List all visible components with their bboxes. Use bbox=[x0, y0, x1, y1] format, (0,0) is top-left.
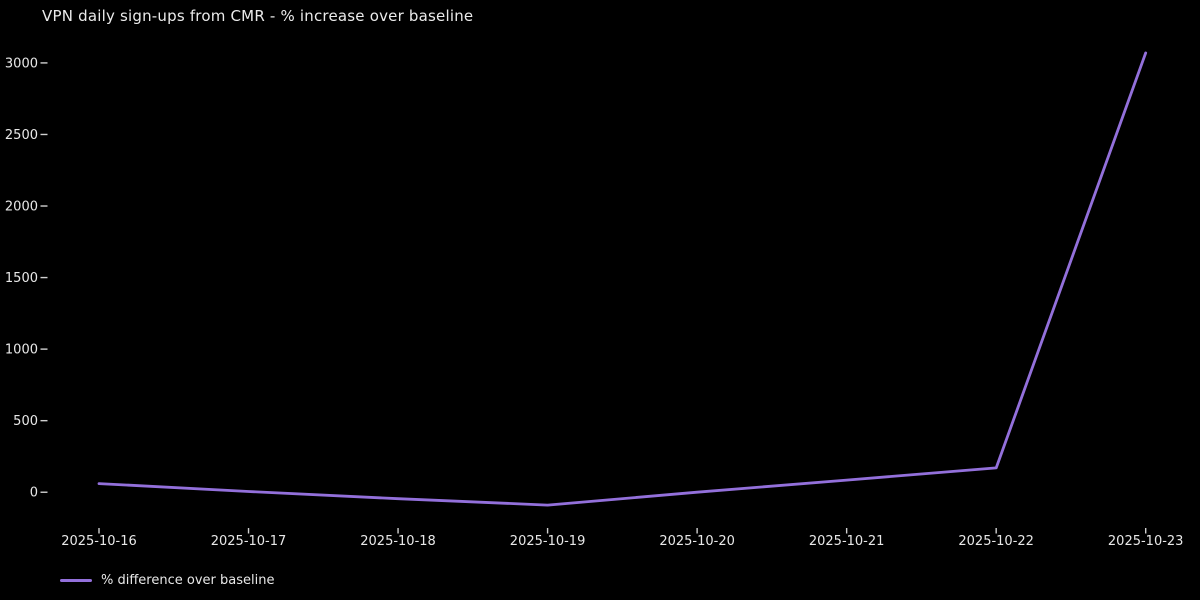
y-tick-label: 2000 bbox=[5, 200, 38, 215]
x-tick-label: 2025-10-21 bbox=[809, 534, 885, 549]
chart-title: VPN daily sign-ups from CMR - % increase… bbox=[42, 7, 474, 25]
y-tick-label: 500 bbox=[13, 414, 38, 429]
x-tick-label: 2025-10-19 bbox=[510, 534, 586, 549]
y-tick-label: 2500 bbox=[5, 128, 38, 143]
y-tick-label: 1500 bbox=[5, 271, 38, 286]
x-tick-label: 2025-10-18 bbox=[360, 534, 436, 549]
y-tick-label: 1000 bbox=[5, 343, 38, 358]
legend: % difference over baseline bbox=[60, 573, 274, 588]
y-tick-label: 3000 bbox=[5, 56, 38, 71]
x-tick-label: 2025-10-22 bbox=[958, 534, 1034, 549]
y-tick-label: 0 bbox=[30, 486, 38, 501]
x-tick-label: 2025-10-20 bbox=[659, 534, 735, 549]
legend-label: % difference over baseline bbox=[101, 573, 275, 588]
x-tick-label: 2025-10-17 bbox=[211, 534, 287, 549]
legend-line-swatch bbox=[60, 579, 92, 582]
x-tick-label: 2025-10-23 bbox=[1108, 534, 1184, 549]
series-line bbox=[97, 51, 1148, 507]
x-tick-label: 2025-10-16 bbox=[61, 534, 137, 549]
